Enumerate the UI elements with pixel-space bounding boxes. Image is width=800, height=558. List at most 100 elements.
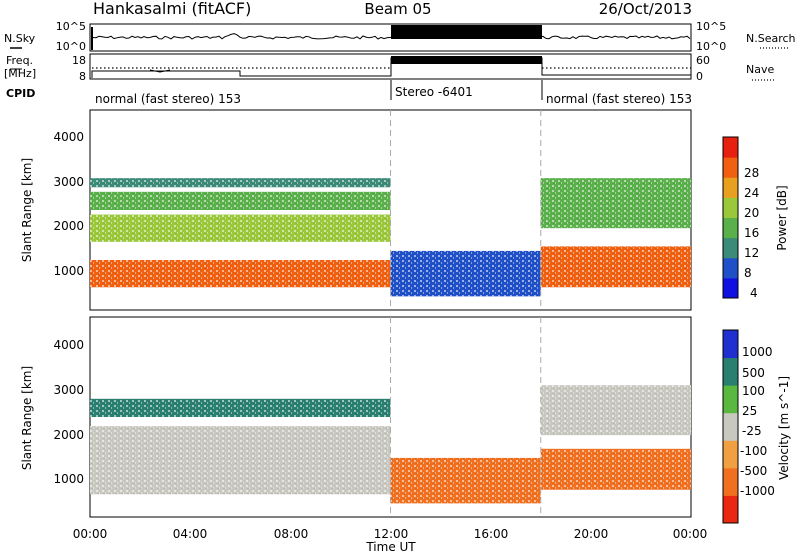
- cpid-row: CPID normal (fast stereo) 153 Stereo -64…: [6, 80, 692, 106]
- velocity-colorbar-cell-4: [723, 385, 738, 414]
- cpid-label: CPID: [6, 87, 35, 100]
- velocity-ytick-3000: 3000: [53, 383, 84, 397]
- velocity-colorbar: 1000 500 100 25 -25 -100 -500 -1000 Velo…: [722, 329, 791, 524]
- time-tick-3: 12:00: [374, 527, 409, 541]
- nave-dip: [149, 69, 171, 73]
- cpid-segment-1: normal (fast stereo) 153: [95, 92, 241, 106]
- time-tick-1: 04:00: [173, 527, 208, 541]
- power-band-texture-3: [90, 178, 391, 188]
- freq-stereo-block: [391, 56, 542, 64]
- nsky-tick-right-bottom: 10^0: [696, 40, 726, 53]
- time-tick-0: 00:00: [73, 527, 108, 541]
- time-axis: 00:00 04:00 08:00 12:00 16:00 20:00 00:0…: [73, 527, 708, 554]
- power-colorbar-label: Power [dB]: [775, 185, 789, 250]
- power-colorbar-cell-5: [723, 177, 738, 198]
- freq-label-bottom: [MHz]: [4, 67, 36, 80]
- power-band-texture-2: [90, 191, 391, 210]
- power-cbar-tick-20: 20: [744, 206, 759, 220]
- power-cbar-tick-24: 24: [744, 186, 759, 200]
- velocity-cbar-tick-m100: -100: [740, 444, 767, 458]
- nsky-tick-right-top: 10^5: [696, 20, 726, 33]
- velocity-cbar-tick-1000: 1000: [742, 345, 773, 359]
- nave-tick-right-bottom: 0: [696, 70, 703, 83]
- power-band-texture-0: [90, 260, 391, 288]
- power-colorbar-cell-1: [723, 257, 738, 279]
- velocity-colorbar-cell-1: [723, 467, 738, 496]
- velocity-ytick-4000: 4000: [53, 338, 84, 352]
- power-band-texture-5: [540, 246, 691, 288]
- velocity-band-texture-2: [390, 457, 541, 504]
- power-cbar-tick-12: 12: [744, 246, 759, 260]
- cpid-segment-3: normal (fast stereo) 153: [546, 92, 692, 106]
- station-title: Hankasalmi (fitACF): [93, 0, 251, 18]
- time-tick-5: 20:00: [574, 527, 609, 541]
- power-colorbar-cell-6: [723, 157, 738, 178]
- velocity-panel: Slant Range [km] 1000 2000 3000 4000 100…: [20, 316, 791, 524]
- freq-frame: [89, 53, 692, 80]
- power-colorbar-cell-4: [723, 197, 738, 218]
- velocity-band-texture-1: [90, 398, 391, 417]
- nsky-tick-left-top: 10^5: [56, 20, 86, 33]
- velocity-marks: [90, 317, 691, 517]
- power-marks: [90, 110, 691, 310]
- nsky-frame: [89, 23, 692, 52]
- power-colorbar-cell-0: [723, 277, 738, 299]
- velocity-band-texture-3: [540, 448, 691, 490]
- power-colorbar-cells: [723, 137, 738, 299]
- velocity-colorbar-cell-6: [723, 330, 738, 359]
- freq-tick-left-top: 18: [72, 54, 86, 67]
- nsky-trace: [91, 33, 691, 40]
- time-tick-4: 16:00: [474, 527, 509, 541]
- power-ytick-3000: 3000: [53, 175, 84, 189]
- power-cbar-tick-8: 8: [744, 266, 752, 280]
- power-ylabel: Slant Range [km]: [20, 158, 34, 262]
- velocity-cbar-tick-25: 25: [742, 404, 757, 418]
- nsky-panel: N.Sky 10^5 10^0 10^5 10^0 N.Search: [4, 20, 796, 53]
- power-colorbar-cell-7: [723, 137, 738, 158]
- cpid-segment-2: Stereo -6401: [395, 85, 473, 99]
- velocity-ytick-2000: 2000: [53, 428, 84, 442]
- velocity-colorbar-cell-3: [723, 412, 738, 441]
- velocity-colorbar-cell-2: [723, 440, 738, 469]
- nsky-stereo-block: [391, 25, 542, 39]
- power-colorbar-frame: [722, 136, 739, 299]
- power-ytick-2000: 2000: [53, 219, 84, 233]
- velocity-ytick-1000: 1000: [53, 472, 84, 486]
- time-tick-2: 08:00: [274, 527, 309, 541]
- nave-label: Nave: [746, 63, 774, 76]
- velocity-colorbar-label: Velocity [m s^-1]: [777, 376, 791, 480]
- date-title: 26/Oct/2013: [599, 0, 692, 18]
- nave-tick-right-top: 60: [696, 54, 710, 67]
- velocity-colorbar-frame: [722, 329, 739, 524]
- velocity-cbar-tick-m500: -500: [740, 464, 767, 478]
- power-band-texture-1: [90, 214, 391, 242]
- freq-panel: Freq. [MHz] 18 8 60 0 Nave: [4, 53, 776, 83]
- power-panel: Slant Range [km] 1000 2000 3000 4000 28 …: [20, 109, 789, 311]
- freq-tick-left-bottom: 8: [79, 70, 86, 83]
- time-axis-label: Time UT: [365, 540, 416, 554]
- nsky-tick-left-bottom: 10^0: [56, 40, 86, 53]
- velocity-colorbar-cells: [723, 330, 738, 524]
- power-colorbar: 28 24 20 16 12 8 4 Power [dB]: [722, 136, 789, 300]
- power-cbar-tick-4: 4: [750, 286, 758, 300]
- velocity-band-texture-4: [540, 385, 691, 436]
- nsky-label: N.Sky: [4, 32, 36, 45]
- power-band-texture-4: [390, 250, 541, 297]
- power-cbar-tick-16: 16: [744, 226, 759, 240]
- velocity-band-texture-0: [90, 426, 391, 495]
- velocity-ylabel: Slant Range [km]: [20, 366, 34, 470]
- freq-label-top: Freq.: [6, 54, 33, 67]
- time-tick-6: 00:00: [673, 527, 708, 541]
- nsearch-label: N.Search: [746, 32, 796, 45]
- power-band-texture-6: [540, 178, 691, 229]
- velocity-colorbar-cell-0: [723, 495, 738, 524]
- velocity-cbar-tick-m25: -25: [742, 424, 762, 438]
- velocity-colorbar-cell-5: [723, 357, 738, 386]
- velocity-cbar-tick-100: 100: [742, 384, 765, 398]
- power-ytick-1000: 1000: [53, 264, 84, 278]
- power-cbar-tick-28: 28: [744, 166, 759, 180]
- freq-trace: [91, 57, 691, 78]
- power-ytick-4000: 4000: [53, 130, 84, 144]
